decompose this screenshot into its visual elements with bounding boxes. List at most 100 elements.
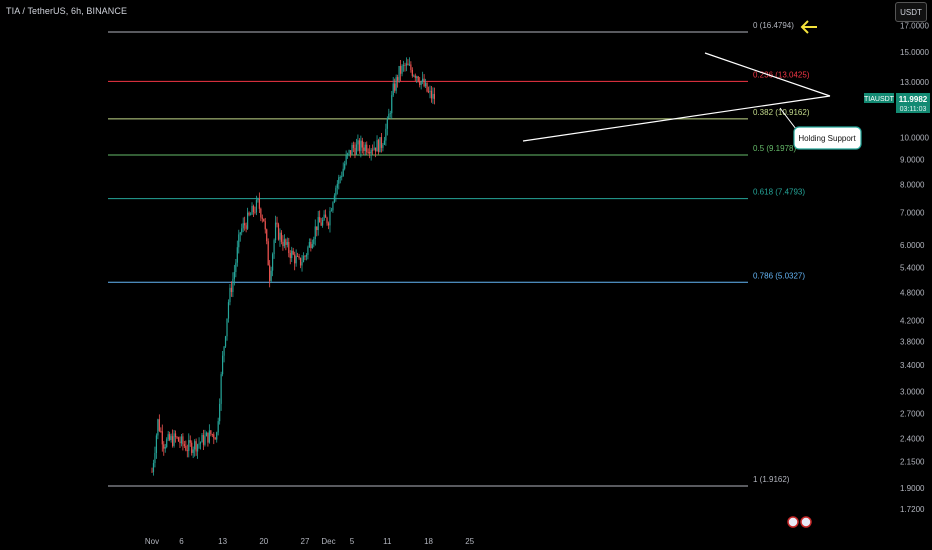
candle-body xyxy=(280,232,283,242)
candle-body xyxy=(167,434,169,440)
candle xyxy=(192,446,194,459)
candle-body xyxy=(227,302,230,319)
y-tick-1: 15.0000 xyxy=(900,48,929,57)
candle-body xyxy=(169,434,171,441)
candle xyxy=(423,74,425,88)
candle xyxy=(195,438,197,456)
candle xyxy=(374,147,377,158)
candle xyxy=(201,433,203,443)
candle-body xyxy=(405,63,408,66)
triangle-pattern xyxy=(522,52,831,142)
candle xyxy=(154,446,156,468)
candle-body xyxy=(373,147,375,150)
candle-body xyxy=(417,76,419,82)
currency-selector[interactable]: USDT xyxy=(895,2,927,22)
candle-body xyxy=(201,434,203,443)
candle-body xyxy=(358,140,360,151)
candle xyxy=(219,398,221,425)
candle xyxy=(207,432,209,447)
candle xyxy=(367,148,369,154)
candle-body xyxy=(414,75,416,78)
candle-body xyxy=(283,239,285,247)
candle-body xyxy=(214,438,216,440)
y-tick-17: 2.1500 xyxy=(900,458,925,467)
upper-trendline xyxy=(704,52,831,97)
candle-body xyxy=(152,463,155,472)
event-flags-icon[interactable] xyxy=(787,516,812,528)
candle-body xyxy=(364,144,366,151)
candle-body xyxy=(191,442,193,453)
countdown-label: 03:11:03 xyxy=(900,106,927,113)
candle xyxy=(157,418,159,440)
y-tick-11: 4.2000 xyxy=(900,316,925,325)
candle xyxy=(251,202,253,215)
candle xyxy=(297,252,299,258)
candle xyxy=(292,247,294,256)
candle xyxy=(170,433,172,443)
x-tick-1: 6 xyxy=(179,537,184,546)
candle xyxy=(422,71,424,85)
candle xyxy=(220,371,222,411)
candle xyxy=(241,223,243,236)
candle-body xyxy=(386,118,388,129)
candle-body xyxy=(289,253,291,259)
candle xyxy=(161,424,163,452)
candle xyxy=(433,87,435,105)
holding-support-callout: Holding Support xyxy=(779,107,862,150)
candle xyxy=(317,210,319,236)
y-tick-12: 3.8000 xyxy=(900,338,925,347)
candle-body xyxy=(176,436,178,438)
candle xyxy=(377,138,380,155)
candle xyxy=(380,132,383,153)
candle xyxy=(226,318,228,341)
candle-body xyxy=(282,241,284,247)
candle-body xyxy=(402,64,405,66)
candle-body xyxy=(326,217,328,224)
candle xyxy=(224,335,227,348)
candle-body xyxy=(269,265,271,281)
candle xyxy=(230,281,233,297)
candle xyxy=(208,424,210,444)
candle-body xyxy=(241,228,243,233)
candle-body xyxy=(299,257,302,266)
candle-body xyxy=(170,436,172,441)
candle-body xyxy=(391,95,393,114)
candle-body xyxy=(330,210,333,212)
candle-body xyxy=(313,238,315,245)
fib-label-3: 0.5 (9.1978) xyxy=(753,144,796,153)
candle-body xyxy=(238,234,240,248)
candle-body xyxy=(339,177,341,179)
candle-body xyxy=(295,256,297,264)
candle xyxy=(255,195,258,216)
candle-body xyxy=(158,419,160,431)
candle-body xyxy=(432,93,434,99)
candle xyxy=(382,142,384,152)
y-tick-4: 10.0000 xyxy=(900,133,929,142)
candle-body xyxy=(388,113,390,119)
candle xyxy=(383,136,385,146)
candle xyxy=(179,436,181,449)
candle-body xyxy=(319,217,321,223)
candle xyxy=(407,59,409,66)
candle-body xyxy=(216,432,218,440)
candle xyxy=(430,85,433,103)
candle-body xyxy=(433,93,435,99)
candle-body xyxy=(324,214,327,218)
y-tick-19: 1.7200 xyxy=(900,505,925,514)
candle-body xyxy=(370,149,372,154)
y-tick-7: 7.0000 xyxy=(900,209,925,218)
candle xyxy=(283,234,285,249)
candle xyxy=(369,145,371,159)
candle-body xyxy=(223,346,225,356)
candle xyxy=(395,74,397,94)
y-tick-5: 9.0000 xyxy=(900,156,925,165)
candle-body xyxy=(186,450,188,452)
candle-body xyxy=(395,77,397,91)
candle xyxy=(327,221,330,230)
candle xyxy=(183,440,185,448)
candle xyxy=(351,142,353,155)
candle-body xyxy=(380,137,383,148)
candle xyxy=(167,430,169,442)
candle-body xyxy=(279,232,281,240)
